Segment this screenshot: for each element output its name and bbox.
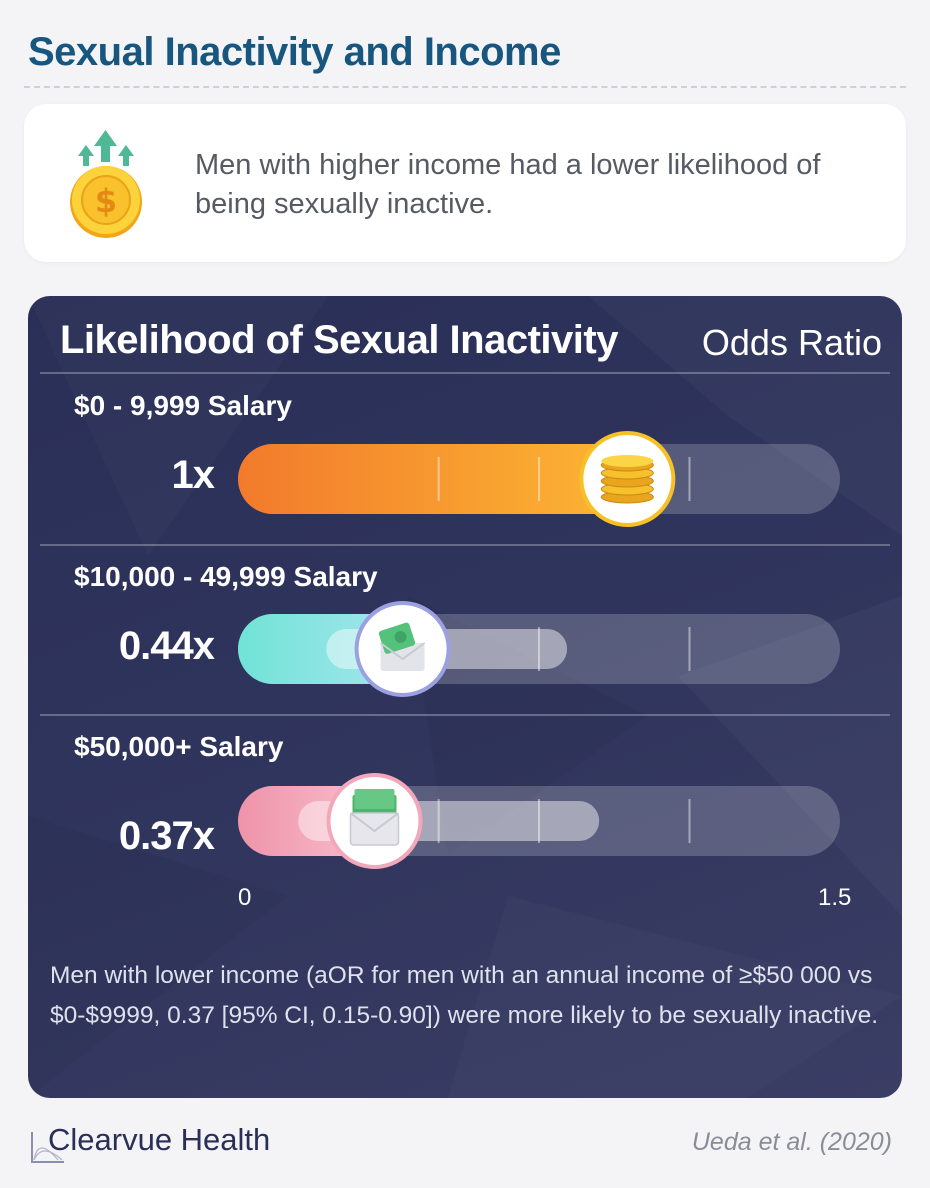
title-divider	[24, 86, 906, 88]
category-label-1: $10,000 - 49,999 Salary	[74, 561, 378, 592]
footnote: Men with lower income (aOR for men with …	[50, 962, 878, 1029]
row-divider-2	[40, 714, 890, 716]
chart-panel: Likelihood of Sexual Inactivity Odds Rat…	[28, 296, 902, 1098]
money-envelope-icon	[379, 642, 426, 661]
coin-stack-icon	[601, 455, 654, 467]
clearvue-logo-icon	[31, 1132, 64, 1163]
value-label-0: 1x	[171, 453, 216, 497]
bar-fill-0	[238, 444, 640, 514]
row-divider-1	[40, 544, 890, 546]
marker-ring-2	[326, 773, 423, 869]
category-label-2: $50,000+ Salary	[74, 731, 284, 762]
brand-name: Clearvue Health	[48, 1122, 271, 1157]
chart-unit-label: Odds Ratio	[701, 322, 882, 363]
marker-ring-0	[579, 431, 676, 527]
cash-envelope-icon	[349, 812, 400, 833]
x-tick-label-max: 1.5	[818, 884, 852, 911]
bar-chart	[238, 431, 840, 869]
category-label-0: $0 - 9,999 Salary	[74, 390, 292, 421]
info-text: Men with higher income had a lower likel…	[195, 149, 821, 220]
value-label-2: 0.37x	[118, 814, 215, 858]
chart-title: Likelihood of Sexual Inactivity	[60, 318, 618, 362]
page-title: Sexual Inactivity and Income	[28, 30, 561, 74]
value-label-1: 0.44x	[118, 624, 215, 668]
dollar-coin-arrows-icon: $	[70, 130, 142, 238]
marker-ring-1	[354, 601, 451, 697]
panel-background	[28, 596, 648, 1098]
info-card	[24, 104, 906, 262]
citation: Ueda et al. (2020)	[691, 1128, 892, 1156]
header-divider	[40, 372, 890, 374]
x-tick-label-min: 0	[238, 884, 252, 911]
cash-envelope-icon	[354, 789, 395, 809]
svg-text:$: $	[95, 182, 117, 220]
money-envelope-icon	[394, 631, 407, 643]
